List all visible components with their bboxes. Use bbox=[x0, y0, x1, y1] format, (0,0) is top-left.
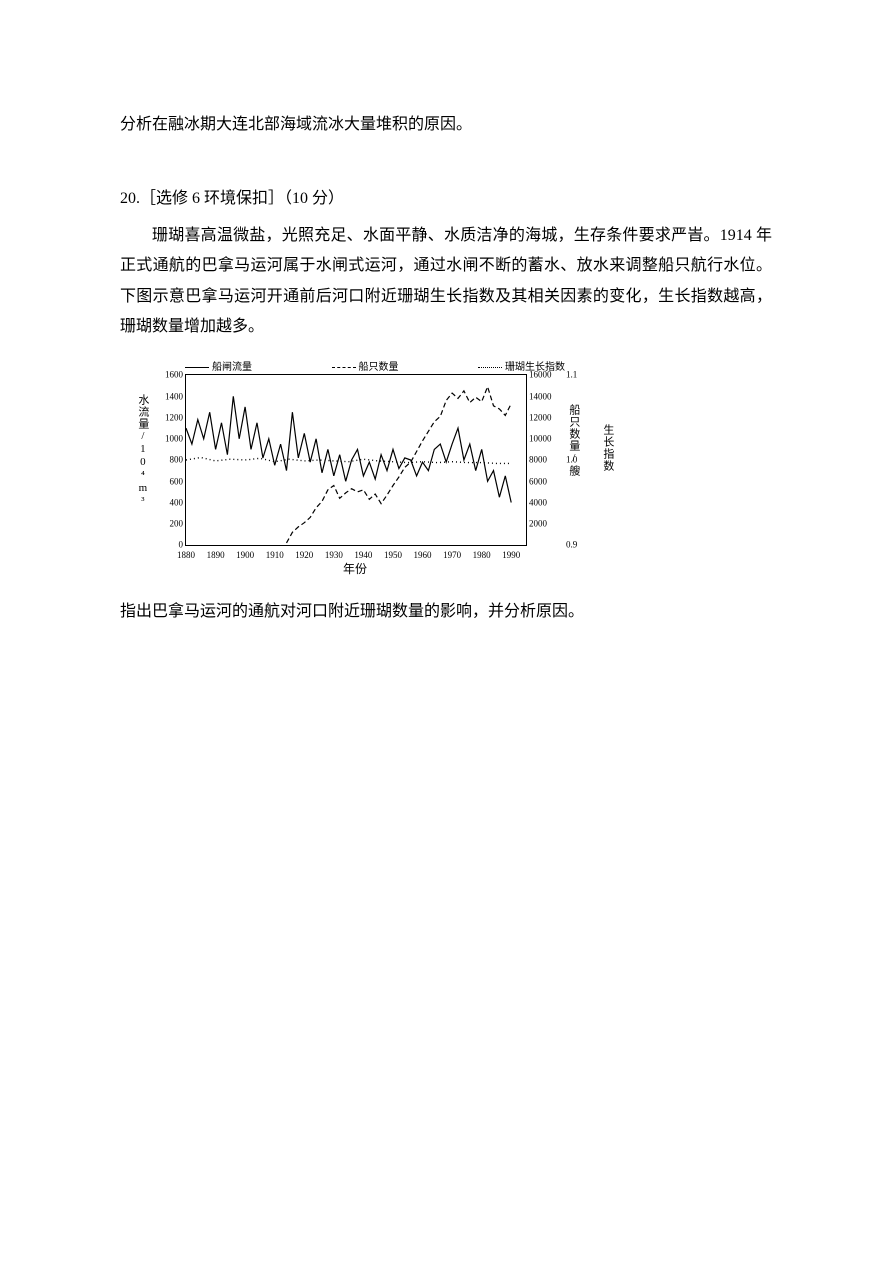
series-flow bbox=[186, 397, 511, 503]
y-right1-label: 船只数量/艘 bbox=[563, 404, 584, 477]
legend-swatch bbox=[332, 367, 356, 368]
y-right1-tick: 12000 bbox=[526, 409, 561, 426]
y-left-label: 水流量/10⁴m³ bbox=[132, 394, 153, 508]
question-20-body: 珊瑚喜高温微盐，光照充足、水面平静、水质洁净的海城，生存条件要求严峕。1914 … bbox=[120, 221, 772, 343]
legend-swatch bbox=[185, 367, 209, 368]
y-left-tick: 600 bbox=[153, 473, 186, 490]
y-right1-tick: 10000 bbox=[526, 431, 561, 448]
x-tick: 1920 bbox=[289, 545, 319, 564]
y-right1-tick: 6000 bbox=[526, 473, 561, 490]
chart-plot bbox=[186, 375, 526, 545]
legend-swatch bbox=[478, 367, 502, 368]
x-tick: 1900 bbox=[230, 545, 260, 564]
y-left-tick: 1000 bbox=[153, 431, 186, 448]
document-page: 分析在融冰期大连北部海域流冰大量堆积的原因。 20.［选修 6 环境保扣］（10… bbox=[0, 0, 892, 628]
y-right1-tick: 4000 bbox=[526, 494, 561, 511]
y-left-tick: 800 bbox=[153, 452, 186, 469]
y-left-tick: 1400 bbox=[153, 388, 186, 405]
x-tick: 1980 bbox=[467, 545, 497, 564]
y-right1-tick: 2000 bbox=[526, 516, 561, 533]
y-right2-tick: 0.9 bbox=[526, 537, 592, 554]
x-tick: 1880 bbox=[171, 545, 201, 564]
y-left-tick: 400 bbox=[153, 494, 186, 511]
y-left-tick: 1600 bbox=[153, 367, 186, 384]
x-tick: 1910 bbox=[260, 545, 290, 564]
y-left-tick: 1200 bbox=[153, 409, 186, 426]
x-tick: 1970 bbox=[437, 545, 467, 564]
coral-chart: 船闸流量船只数量珊瑚生长指数02004006008001000120014001… bbox=[130, 356, 625, 581]
x-tick: 1890 bbox=[201, 545, 231, 564]
y-left-tick: 200 bbox=[153, 516, 186, 533]
question-20-header: 20.［选修 6 环境保扣］（10 分） bbox=[120, 184, 772, 214]
y-right1-tick: 14000 bbox=[526, 388, 561, 405]
question-19-tail: 分析在融冰期大连北部海域流冰大量堆积的原因。 bbox=[120, 110, 772, 140]
y-right2-tick: 1.1 bbox=[526, 367, 592, 384]
y-right2-label: 生长指数 bbox=[597, 424, 618, 472]
spacer bbox=[120, 146, 772, 184]
x-axis-label: 年份 bbox=[325, 558, 385, 581]
series-coral bbox=[186, 458, 511, 464]
x-tick: 1990 bbox=[496, 545, 526, 564]
question-20-task: 指出巴拿马运河的通航对河口附近珊瑚数量的影响，并分析原因。 bbox=[120, 597, 772, 627]
x-tick: 1960 bbox=[408, 545, 438, 564]
chart-axes: 0200400600800100012001400160020004000600… bbox=[185, 374, 527, 546]
